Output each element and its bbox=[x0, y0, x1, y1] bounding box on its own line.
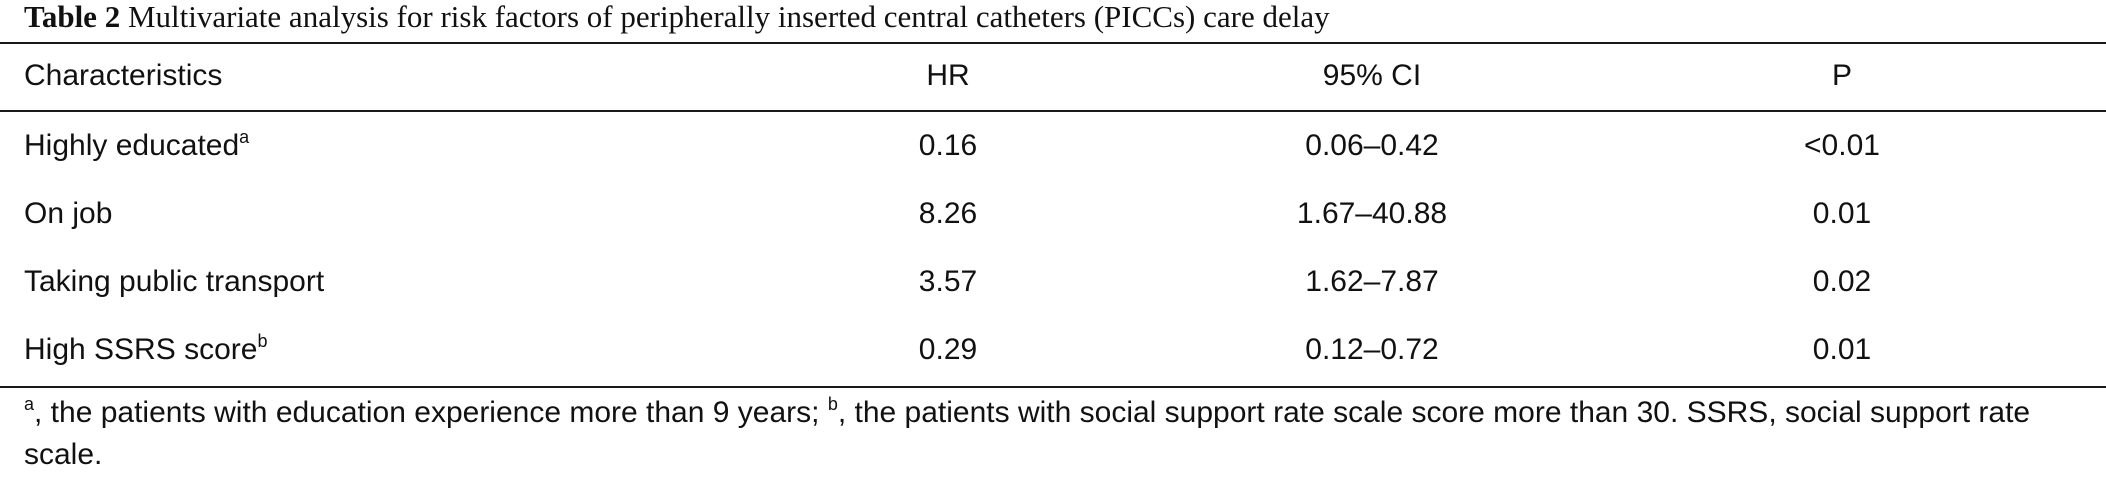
row-characteristic: High SSRS scoreb bbox=[24, 320, 267, 380]
row-p: 0.01 bbox=[1812, 197, 1872, 230]
top-rule bbox=[0, 42, 2106, 44]
row-p: <0.01 bbox=[1804, 129, 1880, 162]
row-hr: 3.57 bbox=[918, 265, 978, 298]
table-footnote: a, the patients with education experienc… bbox=[24, 392, 2084, 476]
footnote-marker: a bbox=[239, 127, 250, 147]
characteristic-name: Highly educated bbox=[24, 129, 240, 162]
table-row: Highly educateda 0.16 0.06–0.42 <0.01 bbox=[0, 116, 2106, 176]
footnote-text-b: , the patients with social support rate … bbox=[24, 396, 2031, 471]
table-header-row: Characteristics HR 95% CI P bbox=[0, 46, 2106, 106]
characteristic-name: On job bbox=[24, 197, 113, 230]
table-row: High SSRS scoreb 0.29 0.12–0.72 0.01 bbox=[0, 320, 2106, 380]
row-characteristic: On job bbox=[24, 184, 112, 244]
row-characteristic: Highly educateda bbox=[24, 116, 249, 176]
row-ci: 1.67–40.88 bbox=[1296, 197, 1448, 230]
header-rule bbox=[0, 110, 2106, 112]
footnote-marker: b bbox=[257, 331, 268, 351]
row-hr: 0.16 bbox=[918, 129, 978, 162]
characteristic-name: Taking public transport bbox=[24, 265, 325, 298]
footnote-marker-a: a bbox=[24, 394, 35, 414]
header-ci: 95% CI bbox=[1322, 59, 1422, 92]
footnote-text-a: , the patients with education experience… bbox=[34, 396, 828, 429]
row-hr: 8.26 bbox=[918, 197, 978, 230]
characteristic-name: High SSRS score bbox=[24, 333, 258, 366]
table-row: On job 8.26 1.67–40.88 0.01 bbox=[0, 184, 2106, 244]
table-caption-text: Multivariate analysis for risk factors o… bbox=[127, 0, 1330, 34]
row-p: 0.02 bbox=[1812, 265, 1872, 298]
row-p: 0.01 bbox=[1812, 333, 1872, 366]
row-ci: 0.12–0.72 bbox=[1305, 333, 1439, 366]
row-hr: 0.29 bbox=[918, 333, 978, 366]
header-p: P bbox=[1831, 59, 1852, 92]
table-label: Table 2 bbox=[24, 0, 121, 34]
table-caption: Table 2 Multivariate analysis for risk f… bbox=[24, 0, 1330, 38]
bottom-rule bbox=[0, 386, 2106, 388]
table-row: Taking public transport 3.57 1.62–7.87 0… bbox=[0, 252, 2106, 312]
row-characteristic: Taking public transport bbox=[24, 252, 324, 312]
header-hr: HR bbox=[926, 59, 970, 92]
header-characteristics: Characteristics bbox=[24, 59, 223, 92]
row-ci: 0.06–0.42 bbox=[1305, 129, 1439, 162]
footnote-marker-b: b bbox=[827, 394, 838, 414]
row-ci: 1.62–7.87 bbox=[1305, 265, 1439, 298]
